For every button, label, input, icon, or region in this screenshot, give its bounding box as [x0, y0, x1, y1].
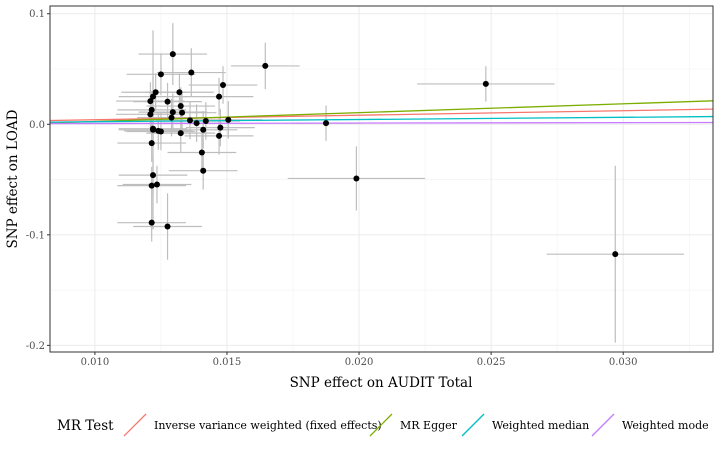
snp-point [164, 223, 171, 230]
snp-point [150, 172, 157, 179]
legend-title: MR Test [57, 418, 114, 434]
snp-point [188, 69, 195, 76]
snp-point [148, 140, 155, 147]
snp-point [198, 149, 205, 156]
snp-point [220, 82, 227, 89]
mr-line-weighted-median [50, 115, 713, 123]
mr-line-weighted-mode [50, 121, 713, 125]
panel-border [49, 5, 714, 353]
snp-point [157, 128, 164, 135]
snp-point [168, 114, 175, 121]
snp-point [202, 117, 209, 124]
snp-point [150, 126, 157, 133]
legend-key-line [591, 413, 615, 437]
snp-point [262, 62, 269, 69]
snp-point [177, 130, 184, 137]
snp-point [157, 71, 164, 78]
legend-key-line [123, 413, 147, 437]
snp-point [164, 98, 171, 105]
snp-point [169, 51, 176, 58]
mr-lines-layer [50, 100, 713, 125]
x-tick-label: 0.010 [81, 357, 110, 368]
legend-label: Weighted mode [622, 419, 709, 432]
snp-point [200, 126, 207, 133]
legend: MR Test Inverse variance weighted (fixed… [57, 413, 709, 437]
snp-point [153, 181, 160, 188]
x-tick-label: 0.020 [345, 357, 374, 368]
legend-key-line [461, 413, 485, 437]
snp-point [177, 103, 184, 110]
y-tick-label: 0.0 [29, 120, 45, 131]
x-tick-label: 0.030 [609, 357, 638, 368]
snp-point [216, 93, 223, 100]
mr-line-inverse-variance-weighted-fixed-effects [50, 108, 713, 122]
legend-key-line [369, 413, 393, 437]
snp-point [216, 132, 223, 139]
snp-point [217, 124, 224, 131]
x-axis-title: SNP effect on AUDIT Total [290, 375, 473, 391]
snp-point [225, 116, 232, 123]
snp-point [323, 120, 330, 127]
y-tick-label: -0.2 [26, 341, 45, 352]
axis-layer: 0.010 0.015 0.020 0.025 0.030 0.1 0.0 -0.1 -0.2 [26, 9, 638, 368]
legend-label: Inverse variance weighted (fixed effects… [154, 419, 382, 432]
legend-label: MR Egger [400, 419, 458, 432]
snp-point [200, 167, 207, 174]
y-tick-label: 0.1 [29, 9, 45, 20]
snp-point [150, 93, 157, 100]
snp-point [152, 89, 159, 96]
snp-point [482, 80, 489, 87]
snp-point [148, 182, 155, 189]
snp-point [147, 111, 154, 118]
y-tick-label: -0.1 [26, 230, 45, 241]
snp-point [353, 175, 360, 182]
x-tick-label: 0.015 [213, 357, 242, 368]
mr-line-mr-egger [50, 100, 713, 124]
legend-label: Weighted median [492, 419, 589, 432]
snp-point [176, 89, 183, 96]
snp-point [186, 117, 193, 124]
x-tick-label: 0.025 [477, 357, 506, 368]
y-axis-title: SNP effect on LOAD [5, 109, 21, 248]
snp-point [147, 98, 154, 105]
snp-point [169, 109, 176, 116]
snp-point [148, 219, 155, 226]
snp-point [179, 109, 186, 116]
points-layer [147, 51, 619, 258]
snp-point [193, 120, 200, 127]
snp-point [612, 251, 619, 258]
